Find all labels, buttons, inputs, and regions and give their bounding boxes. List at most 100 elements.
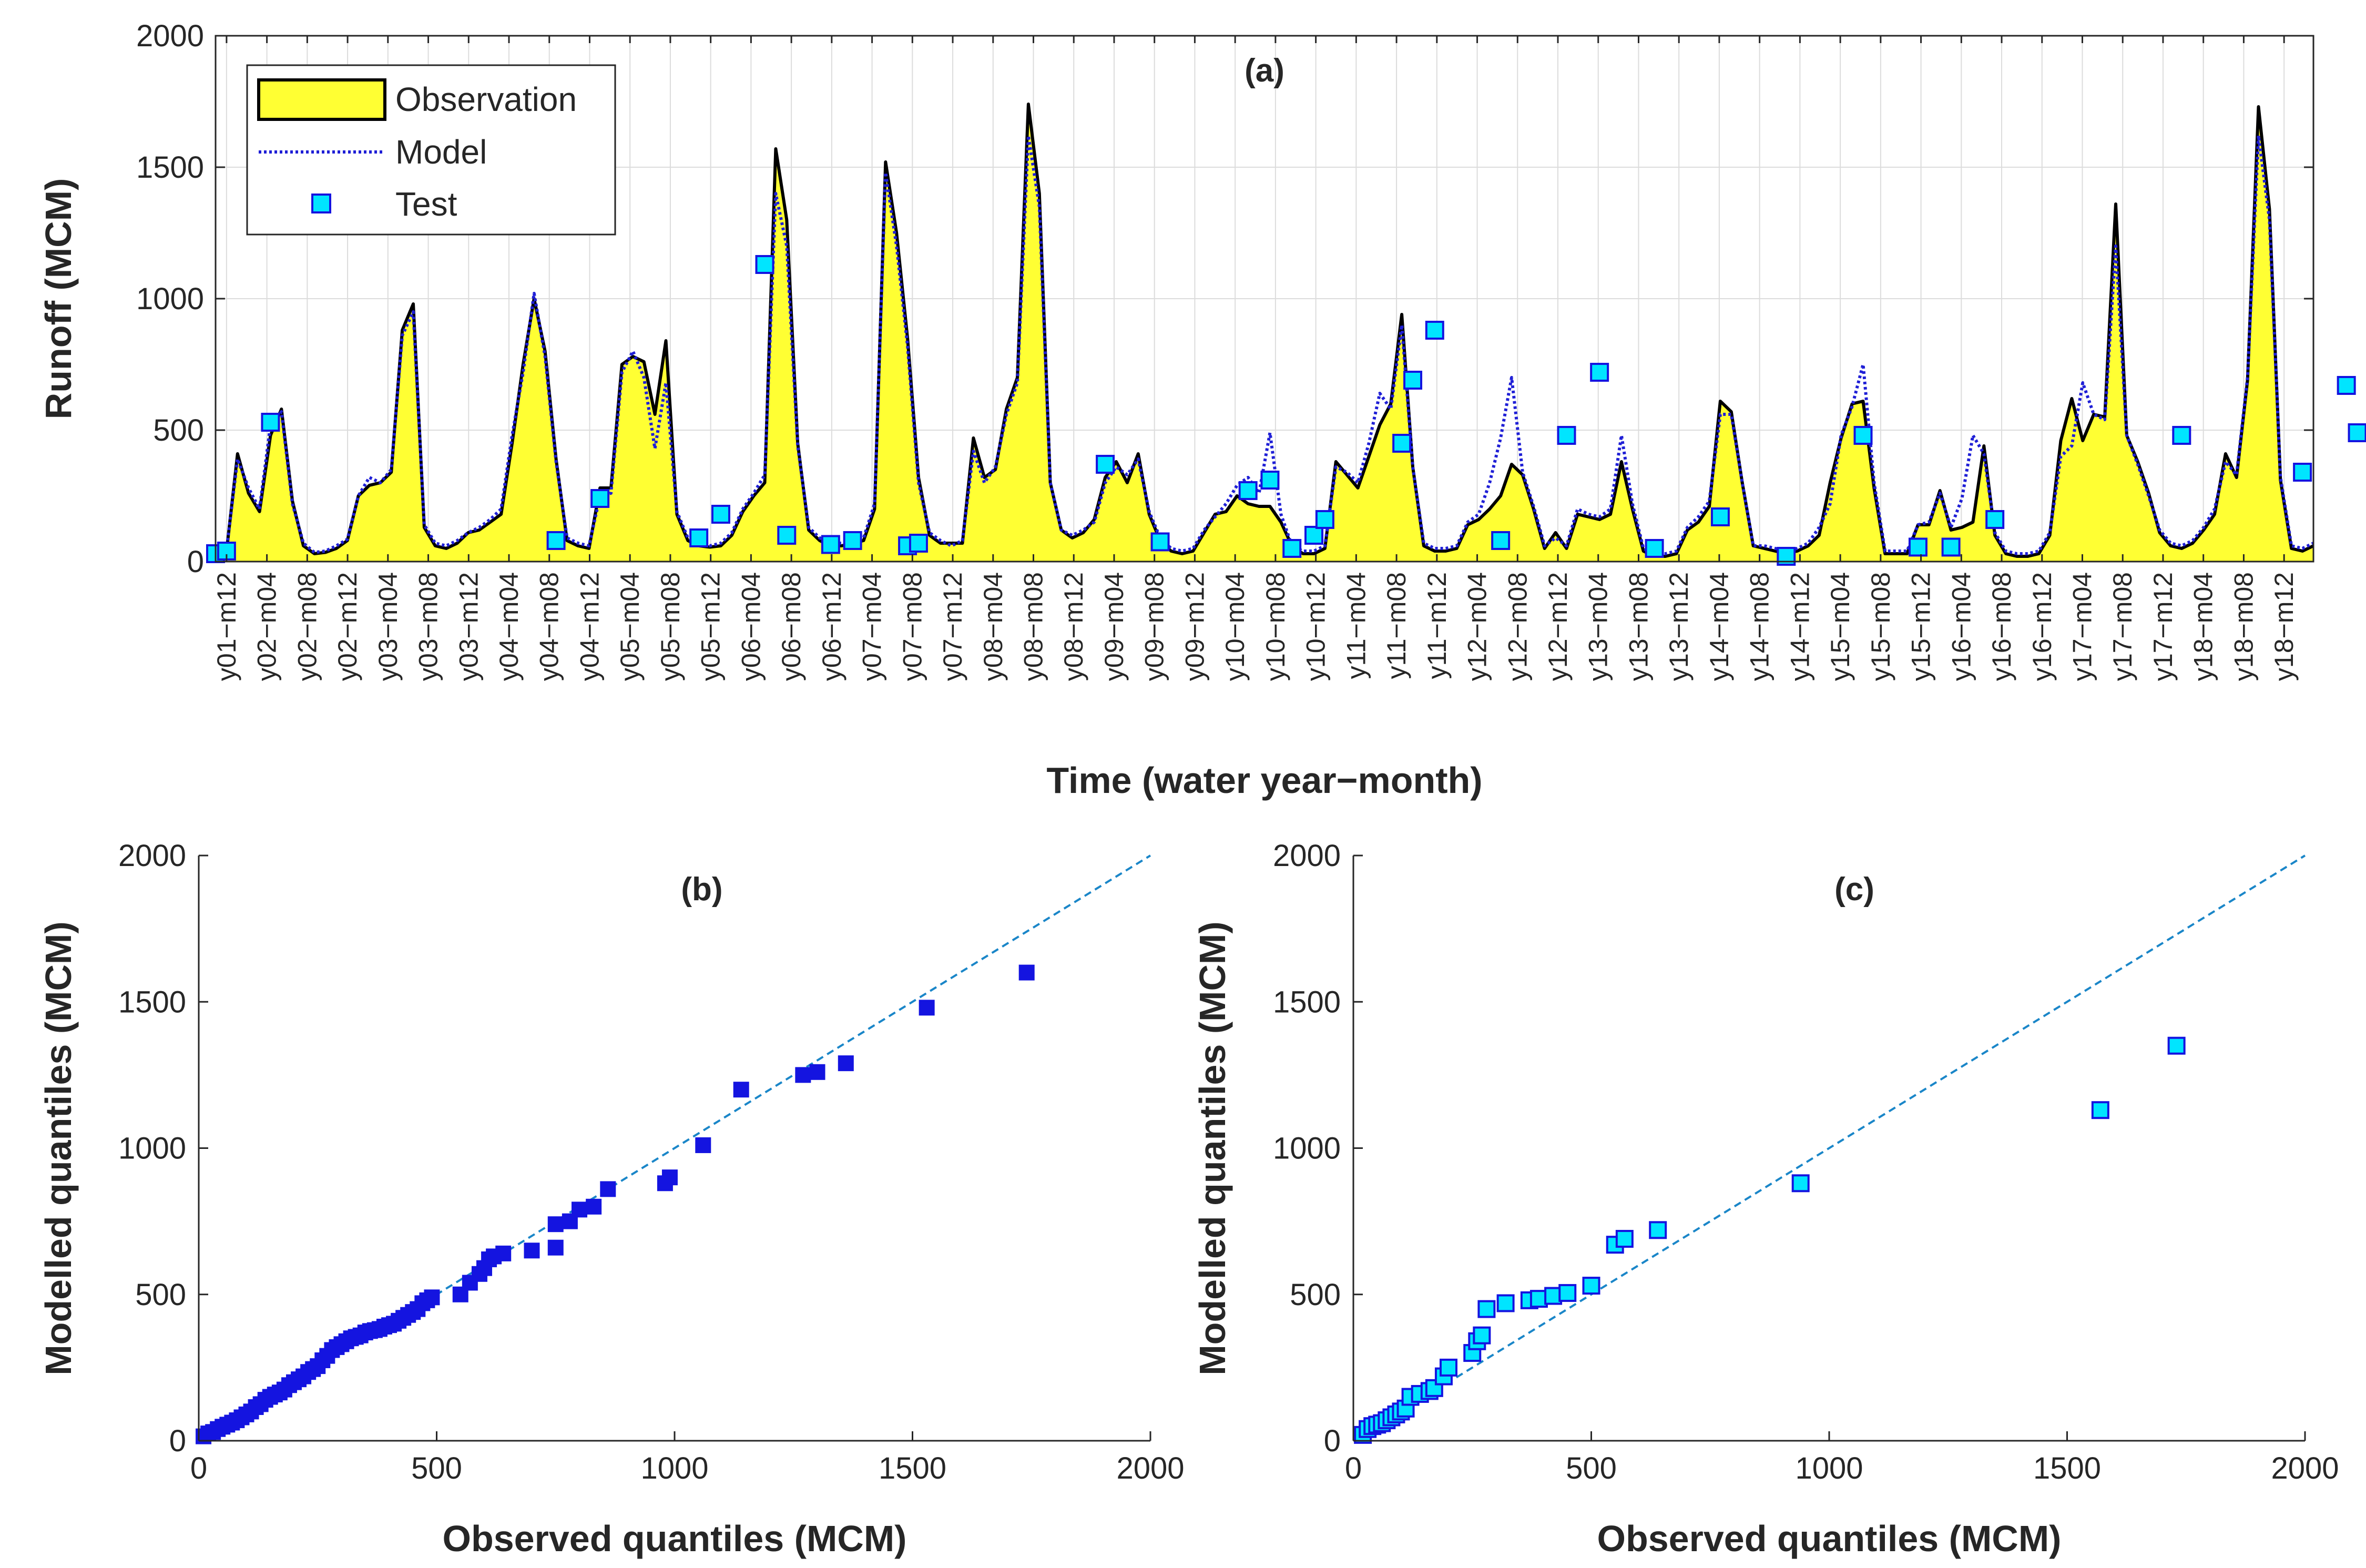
test-marker [1941,537,1961,557]
qq-point [586,1198,602,1215]
legend: Observation Model Test [246,64,616,236]
x-tick-label: 500 [411,1451,462,1485]
x-tick-label: y07−m08 [898,572,927,681]
qq-point [1649,1221,1667,1239]
test-marker [1260,471,1280,490]
x-tick-label: y13−m12 [1664,572,1694,681]
test-marker [2337,376,2356,395]
x-tick-label: y02−m04 [252,572,282,681]
x-tick-label: y03−m04 [373,572,403,681]
qq-point [572,1202,587,1218]
test-markers [206,255,2366,566]
x-tick-label: y11−m12 [1422,572,1452,679]
y-tick-label: 2000 [136,19,204,53]
x-tick-label: y11−m08 [1382,572,1411,679]
qq-point [809,1064,825,1080]
qq-point [661,1169,678,1186]
y-tick-label: 0 [169,1424,186,1458]
qq-point [2091,1101,2109,1119]
test-marker [1710,507,1730,526]
test-marker [755,255,774,274]
qq-point [424,1289,440,1306]
panel-a-x-ticks: y01−m12 y02−m04 y02−m08 y02−m12 y03−m04 y03−m… [212,36,2299,681]
x-tick-label: y03−m12 [454,572,483,681]
test-marker [821,535,840,554]
qq-point [547,1216,564,1233]
test-marker [1908,537,1928,557]
x-tick-label: y06−m12 [817,572,847,681]
test-marker [1238,481,1258,500]
x-tick-label: y14−m12 [1785,572,1814,681]
qq-point [495,1245,512,1261]
observation-fill [216,104,2313,562]
x-tick-label: y09−m08 [1140,572,1169,681]
panel-c-points [1354,1036,2186,1444]
x-tick-label: y08−m04 [978,572,1008,681]
qq-point [733,1082,749,1098]
test-marker [909,534,928,553]
test-marker [1590,363,1609,382]
x-tick-label: y16−m12 [2027,572,2057,681]
legend-test-swatch [311,194,331,213]
y-tick-label: 1000 [1273,1132,1341,1166]
x-tick-label: y02−m08 [292,572,322,681]
y-tick-label: 1500 [1273,985,1341,1019]
qq-point [1791,1174,1810,1193]
test-marker [1557,426,1576,445]
qq-point [1615,1230,1634,1248]
x-tick-label: y04−m04 [494,572,524,681]
y-tick-label: 1000 [136,282,204,316]
x-tick-label: 500 [1566,1451,1617,1485]
panel-c-label: (c) [1834,871,1874,908]
panel-a-y-axis-title: Runoff (MCM) [38,178,79,420]
qq-point [1529,1290,1548,1308]
x-tick-label: 1500 [2033,1451,2101,1485]
x-tick-label: y05−m12 [696,572,726,681]
x-tick-label: y12−m04 [1463,572,1492,681]
x-tick-label: y08−m08 [1019,572,1048,681]
test-marker [1304,526,1324,545]
qq-point [1018,964,1035,981]
qq-point [547,1239,564,1256]
qq-point [838,1055,854,1072]
test-marker [2172,426,2191,445]
x-tick-label: 0 [1345,1451,1362,1485]
qq-point [1477,1300,1496,1318]
x-tick-label: 0 [190,1451,207,1485]
x-tick-label: y07−m12 [938,572,967,681]
x-tick-label: y09−m04 [1099,572,1129,681]
x-tick-label: y17−m04 [2068,572,2097,681]
x-tick-label: 1000 [640,1451,708,1485]
one-to-one-line [1352,854,2306,1442]
y-tick-label: 1000 [118,1132,186,1166]
x-tick-label: y08−m12 [1059,572,1088,681]
x-tick-label: y15−m08 [1866,572,1895,681]
x-tick-label: y10−m04 [1220,572,1250,681]
test-marker [689,528,709,547]
qq-point [695,1137,711,1153]
x-tick-label: 1500 [879,1451,946,1485]
x-tick-label: y17−m12 [2148,572,2178,681]
legend-observation-swatch [257,78,386,121]
panel-c-qq-plot: 00 500 500 1000 1000 1500 1500 2000 2000 (c) Mod… [1192,839,2339,1559]
x-tick-label: y15−m04 [1826,572,1855,681]
x-tick-label: 2000 [1116,1451,1184,1485]
x-tick-label: 2000 [2271,1451,2339,1485]
x-tick-label: y02−m12 [333,572,362,681]
test-marker [711,505,730,524]
x-tick-label: y17−m08 [2108,572,2137,681]
test-marker [1403,371,1423,390]
panel-b-label: (b) [681,871,722,908]
test-marker [590,489,610,508]
x-tick-label: y13−m08 [1624,572,1653,681]
x-tick-label: y01−m12 [212,572,241,681]
test-marker [777,526,797,545]
panel-b-axes: 00 500 500 1000 1000 1500 1500 2000 2000 [118,839,1185,1485]
panel-b-y-axis-title: Modelled quantiles (MCM) [38,921,79,1375]
test-marker [1150,532,1170,552]
qq-point [1396,1399,1415,1418]
y-tick-label: 500 [153,413,204,447]
legend-test-label: Test [395,185,457,223]
observation-line [215,103,2314,558]
test-marker [1392,434,1412,453]
